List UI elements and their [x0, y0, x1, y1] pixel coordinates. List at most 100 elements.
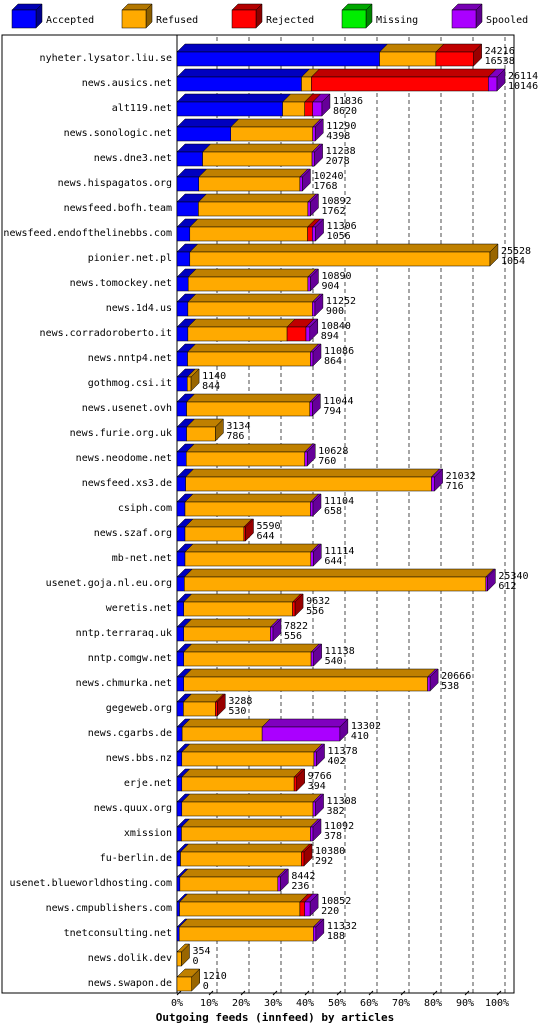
- bar-front: [186, 451, 305, 467]
- total-label: 11290: [326, 121, 356, 132]
- accepted-label: 612: [498, 581, 516, 592]
- total-label: 20666: [441, 671, 471, 682]
- category-label: tnetconsulting.net: [64, 928, 172, 939]
- bar-segment: [198, 168, 309, 192]
- bar-side: [313, 543, 322, 567]
- bar-front: [176, 101, 283, 117]
- bar-top: [378, 43, 445, 53]
- total-label: 1140: [202, 371, 226, 382]
- bar-front: [301, 76, 312, 92]
- bar-front: [215, 701, 218, 717]
- bar-top: [181, 743, 323, 753]
- bar-side: [315, 918, 325, 942]
- category-label: xmission: [124, 828, 172, 839]
- category-label: usenet.goja.nl.eu.org: [46, 578, 172, 589]
- bar-front: [176, 201, 199, 217]
- legend-label: Missing: [376, 15, 418, 26]
- bar-top: [261, 718, 349, 728]
- bar-front: [176, 676, 184, 692]
- total-label: 26114: [508, 71, 538, 82]
- bar-segment: [176, 43, 389, 67]
- category-label: news.hispagatos.org: [58, 178, 172, 189]
- bar-front: [178, 926, 314, 942]
- bar-front: [184, 526, 245, 542]
- bar-segment: [176, 93, 292, 117]
- bar-front: [309, 401, 313, 417]
- bar-side: [309, 318, 319, 342]
- x-axis-title: Outgoing feeds (innfeed) by articles: [156, 1011, 394, 1024]
- category-label: gothmog.csi.it: [88, 378, 172, 389]
- bar-front: [312, 126, 316, 142]
- bar-front: [187, 326, 288, 342]
- bar-front: [310, 501, 314, 517]
- bar-front: [176, 251, 191, 267]
- bar-side: [310, 193, 319, 217]
- bar-front: [176, 426, 187, 442]
- bar-front: [176, 576, 185, 592]
- bar-front: [312, 801, 316, 817]
- accepted-label: 402: [328, 756, 346, 767]
- bar-top: [198, 168, 309, 178]
- x-tick-label: 50%: [328, 998, 346, 1009]
- bar-front: [305, 326, 311, 342]
- bar-side: [280, 868, 289, 892]
- bar-front: [277, 876, 281, 892]
- total-label: 1210: [203, 971, 227, 982]
- bar-front: [176, 226, 191, 242]
- bar-front: [310, 651, 314, 667]
- accepted-label: 786: [226, 431, 244, 442]
- bar-front: [179, 901, 301, 917]
- bar-segment: [176, 193, 208, 217]
- total-label: 25340: [498, 571, 528, 582]
- bar-side: [181, 943, 190, 967]
- total-label: 3288: [228, 696, 252, 707]
- total-label: 21032: [446, 471, 476, 482]
- accepted-label: 556: [284, 631, 302, 642]
- bar-segment: [183, 643, 320, 667]
- category-label: news.usenet.ovh: [82, 403, 172, 414]
- bar-front: [427, 676, 431, 692]
- bar-segment: [201, 143, 321, 167]
- bar-front: [307, 226, 313, 242]
- bar-side: [309, 893, 319, 917]
- accepted-label: 894: [321, 331, 339, 342]
- bar-front: [299, 901, 305, 917]
- bar-segment: [300, 843, 313, 867]
- accepted-label: 394: [308, 781, 326, 792]
- legend-item: Missing: [341, 3, 418, 29]
- bar-front: [185, 476, 432, 492]
- total-label: 11836: [333, 96, 363, 107]
- bar-side: [272, 618, 282, 642]
- bar-segment: [184, 493, 320, 517]
- bar-front: [286, 326, 307, 342]
- bar-front: [176, 351, 188, 367]
- category-label: news.dolik.dev: [88, 953, 172, 964]
- bar-front: [189, 226, 308, 242]
- bar-front: [304, 451, 308, 467]
- bar-top: [197, 193, 317, 203]
- bar-top: [178, 893, 309, 903]
- accepted-label: 540: [325, 656, 343, 667]
- accepted-label: 8620: [333, 106, 357, 117]
- bar-front: [304, 901, 311, 917]
- bar-segment: [181, 793, 322, 817]
- bar-top: [176, 118, 240, 128]
- legend-swatch: [341, 9, 367, 29]
- bar-segment: [187, 318, 296, 342]
- accepted-label: 1056: [327, 231, 351, 242]
- bar-front: [176, 401, 187, 417]
- bar-front: [176, 551, 186, 567]
- bar-segment: [187, 293, 321, 317]
- x-tick-label: 70%: [392, 998, 410, 1009]
- bar-segment: [176, 593, 193, 617]
- total-label: 354: [192, 946, 210, 957]
- legend-label: Accepted: [46, 15, 94, 26]
- category-label: news.furie.org.uk: [70, 428, 172, 439]
- bar-front: [198, 176, 301, 192]
- bar-front: [310, 551, 314, 567]
- bar-front: [176, 826, 182, 842]
- category-label: csiph.com: [118, 503, 172, 514]
- bar-front: [181, 826, 311, 842]
- bar-front: [198, 201, 309, 217]
- bar-segment: [180, 818, 320, 842]
